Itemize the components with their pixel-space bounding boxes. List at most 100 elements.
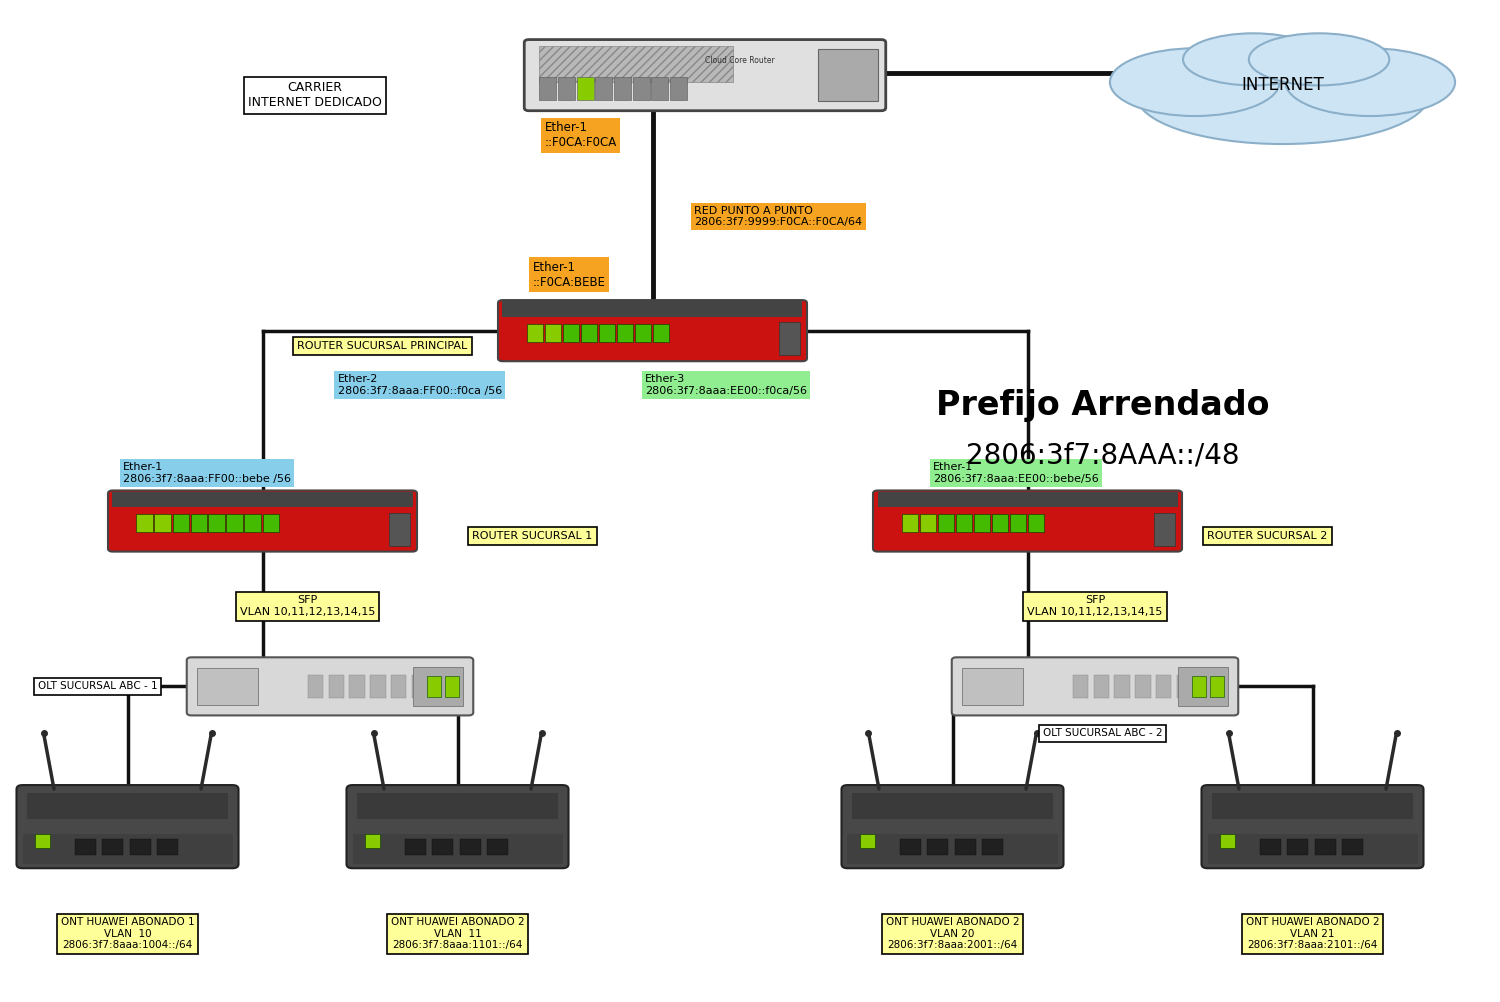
FancyBboxPatch shape [1220,834,1234,848]
Text: ROUTER SUCURSAL 1: ROUTER SUCURSAL 1 [472,531,592,541]
FancyBboxPatch shape [902,514,918,532]
FancyBboxPatch shape [982,839,1004,856]
Text: OLT SUCURSAL ABC - 1: OLT SUCURSAL ABC - 1 [38,681,158,691]
FancyBboxPatch shape [498,301,807,361]
FancyBboxPatch shape [27,793,228,820]
Text: ONT HUAWEI ABONADO 2
VLAN  11
2806:3f7:8aaa:1101::/64: ONT HUAWEI ABONADO 2 VLAN 11 2806:3f7:8a… [390,917,525,951]
FancyBboxPatch shape [651,77,669,100]
FancyBboxPatch shape [951,657,1238,715]
FancyBboxPatch shape [938,514,954,532]
FancyBboxPatch shape [154,514,171,532]
FancyBboxPatch shape [209,514,225,532]
FancyBboxPatch shape [1314,839,1335,856]
FancyBboxPatch shape [446,676,459,696]
FancyBboxPatch shape [900,839,921,856]
Text: SFP
VLAN 10,11,12,13,14,15: SFP VLAN 10,11,12,13,14,15 [1028,595,1162,617]
Ellipse shape [1250,33,1389,85]
Ellipse shape [1110,48,1280,116]
FancyBboxPatch shape [488,839,508,856]
FancyBboxPatch shape [859,834,874,848]
Ellipse shape [1184,33,1323,85]
FancyBboxPatch shape [558,77,574,100]
Text: INTERNET: INTERNET [1240,76,1324,94]
FancyBboxPatch shape [1154,513,1174,546]
FancyBboxPatch shape [186,657,474,715]
FancyBboxPatch shape [190,514,207,532]
FancyBboxPatch shape [432,839,453,856]
FancyBboxPatch shape [670,77,687,100]
FancyBboxPatch shape [544,324,561,342]
FancyBboxPatch shape [370,675,386,697]
FancyBboxPatch shape [616,324,633,342]
FancyBboxPatch shape [1208,834,1417,864]
FancyBboxPatch shape [1342,839,1364,856]
FancyBboxPatch shape [598,324,615,342]
FancyBboxPatch shape [974,514,990,532]
FancyBboxPatch shape [562,324,579,342]
FancyBboxPatch shape [388,513,410,546]
FancyBboxPatch shape [357,793,558,820]
FancyBboxPatch shape [102,839,123,856]
FancyBboxPatch shape [22,834,233,864]
Text: 2806:3f7:8AAA::/48: 2806:3f7:8AAA::/48 [966,442,1239,470]
FancyBboxPatch shape [196,668,258,704]
Text: ONT HUAWEI ABONADO 2
VLAN 20
2806:3f7:8aaa:2001::/64: ONT HUAWEI ABONADO 2 VLAN 20 2806:3f7:8a… [885,917,1020,951]
FancyBboxPatch shape [962,668,1023,704]
FancyBboxPatch shape [842,786,1064,868]
FancyBboxPatch shape [1179,666,1228,706]
FancyBboxPatch shape [405,839,426,856]
FancyBboxPatch shape [614,77,632,100]
FancyBboxPatch shape [1178,675,1192,697]
FancyBboxPatch shape [172,514,189,532]
FancyBboxPatch shape [852,793,1053,820]
FancyBboxPatch shape [847,834,1058,864]
FancyBboxPatch shape [392,675,406,697]
Text: Ether-2
2806:3f7:8aaa:FF00::f0ca /56: Ether-2 2806:3f7:8aaa:FF00::f0ca /56 [338,374,501,396]
Ellipse shape [1137,46,1428,144]
FancyBboxPatch shape [226,514,243,532]
FancyBboxPatch shape [350,675,364,697]
FancyBboxPatch shape [112,492,412,507]
FancyBboxPatch shape [580,324,597,342]
Text: Ether-1
::F0CA:F0CA: Ether-1 ::F0CA:F0CA [544,121,616,149]
FancyBboxPatch shape [136,514,153,532]
FancyBboxPatch shape [1192,676,1206,696]
FancyBboxPatch shape [992,514,1008,532]
FancyBboxPatch shape [873,491,1182,552]
FancyBboxPatch shape [262,514,279,532]
FancyBboxPatch shape [129,839,150,856]
FancyBboxPatch shape [346,786,568,868]
Text: Prefijo Arrendado: Prefijo Arrendado [936,390,1269,422]
FancyBboxPatch shape [954,839,975,856]
Ellipse shape [1286,48,1455,116]
FancyBboxPatch shape [328,675,344,697]
FancyBboxPatch shape [364,834,380,848]
FancyBboxPatch shape [920,514,936,532]
FancyBboxPatch shape [1114,675,1130,697]
FancyBboxPatch shape [1094,675,1108,697]
FancyBboxPatch shape [413,675,428,697]
Text: CARRIER
INTERNET DEDICADO: CARRIER INTERNET DEDICADO [248,81,382,109]
Text: ROUTER SUCURSAL PRINCIPAL: ROUTER SUCURSAL PRINCIPAL [297,341,468,351]
FancyBboxPatch shape [459,839,480,856]
FancyBboxPatch shape [525,39,885,110]
Text: Ether-1
::F0CA:BEBE: Ether-1 ::F0CA:BEBE [532,261,606,289]
Text: SFP
VLAN 10,11,12,13,14,15: SFP VLAN 10,11,12,13,14,15 [240,595,375,617]
FancyBboxPatch shape [878,492,1178,507]
Text: ONT HUAWEI ABONADO 2
VLAN 21
2806:3f7:8aaa:2101::/64: ONT HUAWEI ABONADO 2 VLAN 21 2806:3f7:8a… [1245,917,1380,951]
FancyBboxPatch shape [596,77,612,100]
FancyBboxPatch shape [244,514,261,532]
FancyBboxPatch shape [308,675,322,697]
FancyBboxPatch shape [652,324,669,342]
FancyBboxPatch shape [818,49,878,101]
FancyBboxPatch shape [414,666,464,706]
Text: OLT SUCURSAL ABC - 2: OLT SUCURSAL ABC - 2 [1042,728,1162,738]
Text: Ether-1
2806:3f7:8aaa:FF00::bebe /56: Ether-1 2806:3f7:8aaa:FF00::bebe /56 [123,462,291,484]
FancyBboxPatch shape [540,77,556,100]
FancyBboxPatch shape [634,324,651,342]
FancyBboxPatch shape [540,46,734,82]
Text: ONT HUAWEI ABONADO 1
VLAN  10
2806:3f7:8aaa:1004::/64: ONT HUAWEI ABONADO 1 VLAN 10 2806:3f7:8a… [60,917,195,951]
FancyBboxPatch shape [1202,786,1423,868]
FancyBboxPatch shape [503,302,802,317]
Text: Ether-3
2806:3f7:8aaa:EE00::f0ca/56: Ether-3 2806:3f7:8aaa:EE00::f0ca/56 [645,374,807,396]
